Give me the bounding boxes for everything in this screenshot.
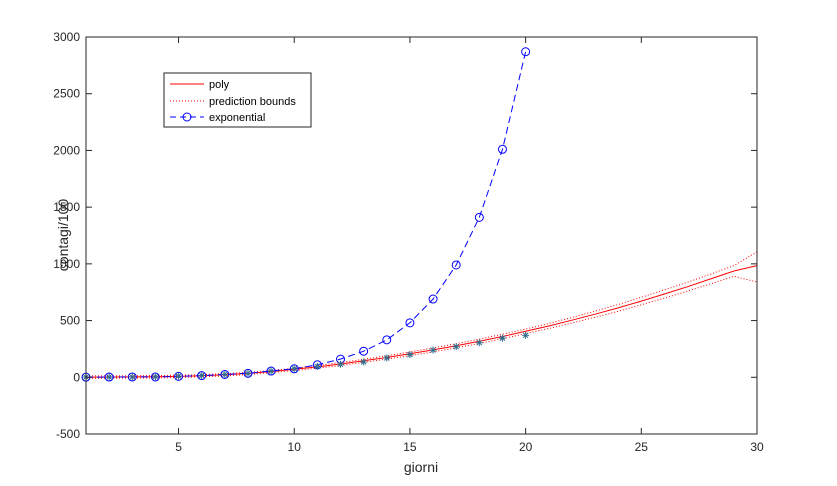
exponential-marker xyxy=(174,371,184,381)
data-point-asterisk xyxy=(522,331,530,339)
data-point-asterisk xyxy=(383,354,391,362)
asterisk-stroke xyxy=(106,374,112,380)
exponential-marker xyxy=(521,47,531,57)
y-tick-label: 1500 xyxy=(53,200,80,214)
x-tick-label: 20 xyxy=(519,440,533,454)
asterisk-stroke xyxy=(499,335,506,342)
legend-label-poly: poly xyxy=(209,79,230,91)
asterisk-stroke xyxy=(221,371,228,378)
asterisk-stroke xyxy=(522,332,529,339)
asterisk-stroke xyxy=(314,363,321,370)
exponential-marker xyxy=(428,294,438,304)
x-tick-label: 5 xyxy=(175,440,182,454)
exponential-marker xyxy=(359,346,369,356)
asterisk-stroke xyxy=(129,374,136,380)
asterisk-stroke xyxy=(476,339,483,346)
data-point-asterisk xyxy=(221,370,229,378)
data-point-asterisk xyxy=(313,363,321,371)
y-tick-label: 500 xyxy=(60,314,80,328)
x-tick-label: 15 xyxy=(403,440,417,454)
marks-layer xyxy=(81,47,758,382)
exponential-line xyxy=(85,51,527,378)
y-tick-label: 3000 xyxy=(53,30,80,44)
exponential-marker xyxy=(382,335,392,345)
data-point-asterisk xyxy=(429,346,437,354)
exponential-marker xyxy=(474,212,484,222)
data-point-asterisk xyxy=(360,358,368,366)
y-tick-label: -500 xyxy=(56,427,80,441)
y-axis-label: contagi/100 xyxy=(55,199,71,272)
legend-label-prediction-bounds: prediction bounds xyxy=(209,96,296,108)
exponential-marker xyxy=(104,372,114,382)
exponential-marker xyxy=(497,144,507,154)
legend-marker-exponential xyxy=(182,112,192,122)
exponential-marker xyxy=(405,318,415,328)
data-point-asterisk xyxy=(267,367,275,375)
data-point-asterisk xyxy=(475,339,483,347)
exponential-marker xyxy=(220,369,230,379)
data-point-asterisk xyxy=(151,373,159,381)
y-tick-label: 2000 xyxy=(53,143,80,157)
legend-box xyxy=(163,72,312,128)
legend: poly prediction bounds exponential xyxy=(163,72,312,128)
y-tick-label: 1000 xyxy=(53,257,80,271)
asterisk-stroke xyxy=(337,361,344,368)
asterisk-stroke xyxy=(383,355,390,361)
exponential-marker xyxy=(150,372,160,382)
asterisk-stroke xyxy=(175,373,182,380)
data-point-asterisk xyxy=(128,373,136,381)
data-point-asterisk xyxy=(175,372,183,380)
data-point-asterisk xyxy=(452,343,460,351)
exponential-marker xyxy=(243,368,253,378)
exponential-marker xyxy=(197,371,207,381)
data-point-asterisk xyxy=(244,369,252,377)
data-point-asterisk xyxy=(337,360,345,368)
asterisk-stroke xyxy=(430,347,436,353)
exponential-marker xyxy=(266,366,276,376)
data-point-asterisk xyxy=(105,373,113,381)
ticks-layer: 5 10 15 20 25 30 -500 0 500 1000 1500 2000 2500 3000 xyxy=(53,30,764,454)
asterisk-stroke xyxy=(291,365,298,372)
asterisk-stroke xyxy=(268,368,274,374)
x-axis-label: giorni xyxy=(404,459,438,475)
exponential-marker xyxy=(127,372,137,382)
asterisk-stroke xyxy=(245,370,251,377)
asterisk-stroke xyxy=(407,351,413,358)
exponential-marker xyxy=(451,260,461,270)
asterisk-stroke xyxy=(198,372,205,379)
data-point-asterisk xyxy=(198,371,206,379)
exponential-marker xyxy=(289,364,299,374)
x-tick-label: 30 xyxy=(750,440,764,454)
data-point-asterisk xyxy=(406,351,414,359)
data-point-asterisk xyxy=(290,365,298,373)
axes-box xyxy=(85,36,758,435)
asterisk-stroke xyxy=(360,359,367,365)
x-tick-label: 25 xyxy=(635,440,649,454)
asterisk-stroke xyxy=(453,343,460,350)
legend-label-exponential: exponential xyxy=(209,112,265,124)
data-point-asterisk xyxy=(498,334,506,342)
asterisk-stroke xyxy=(152,373,159,380)
y-tick-label: 2500 xyxy=(53,87,80,101)
y-tick-label: 0 xyxy=(73,370,80,384)
x-tick-label: 10 xyxy=(288,440,302,454)
